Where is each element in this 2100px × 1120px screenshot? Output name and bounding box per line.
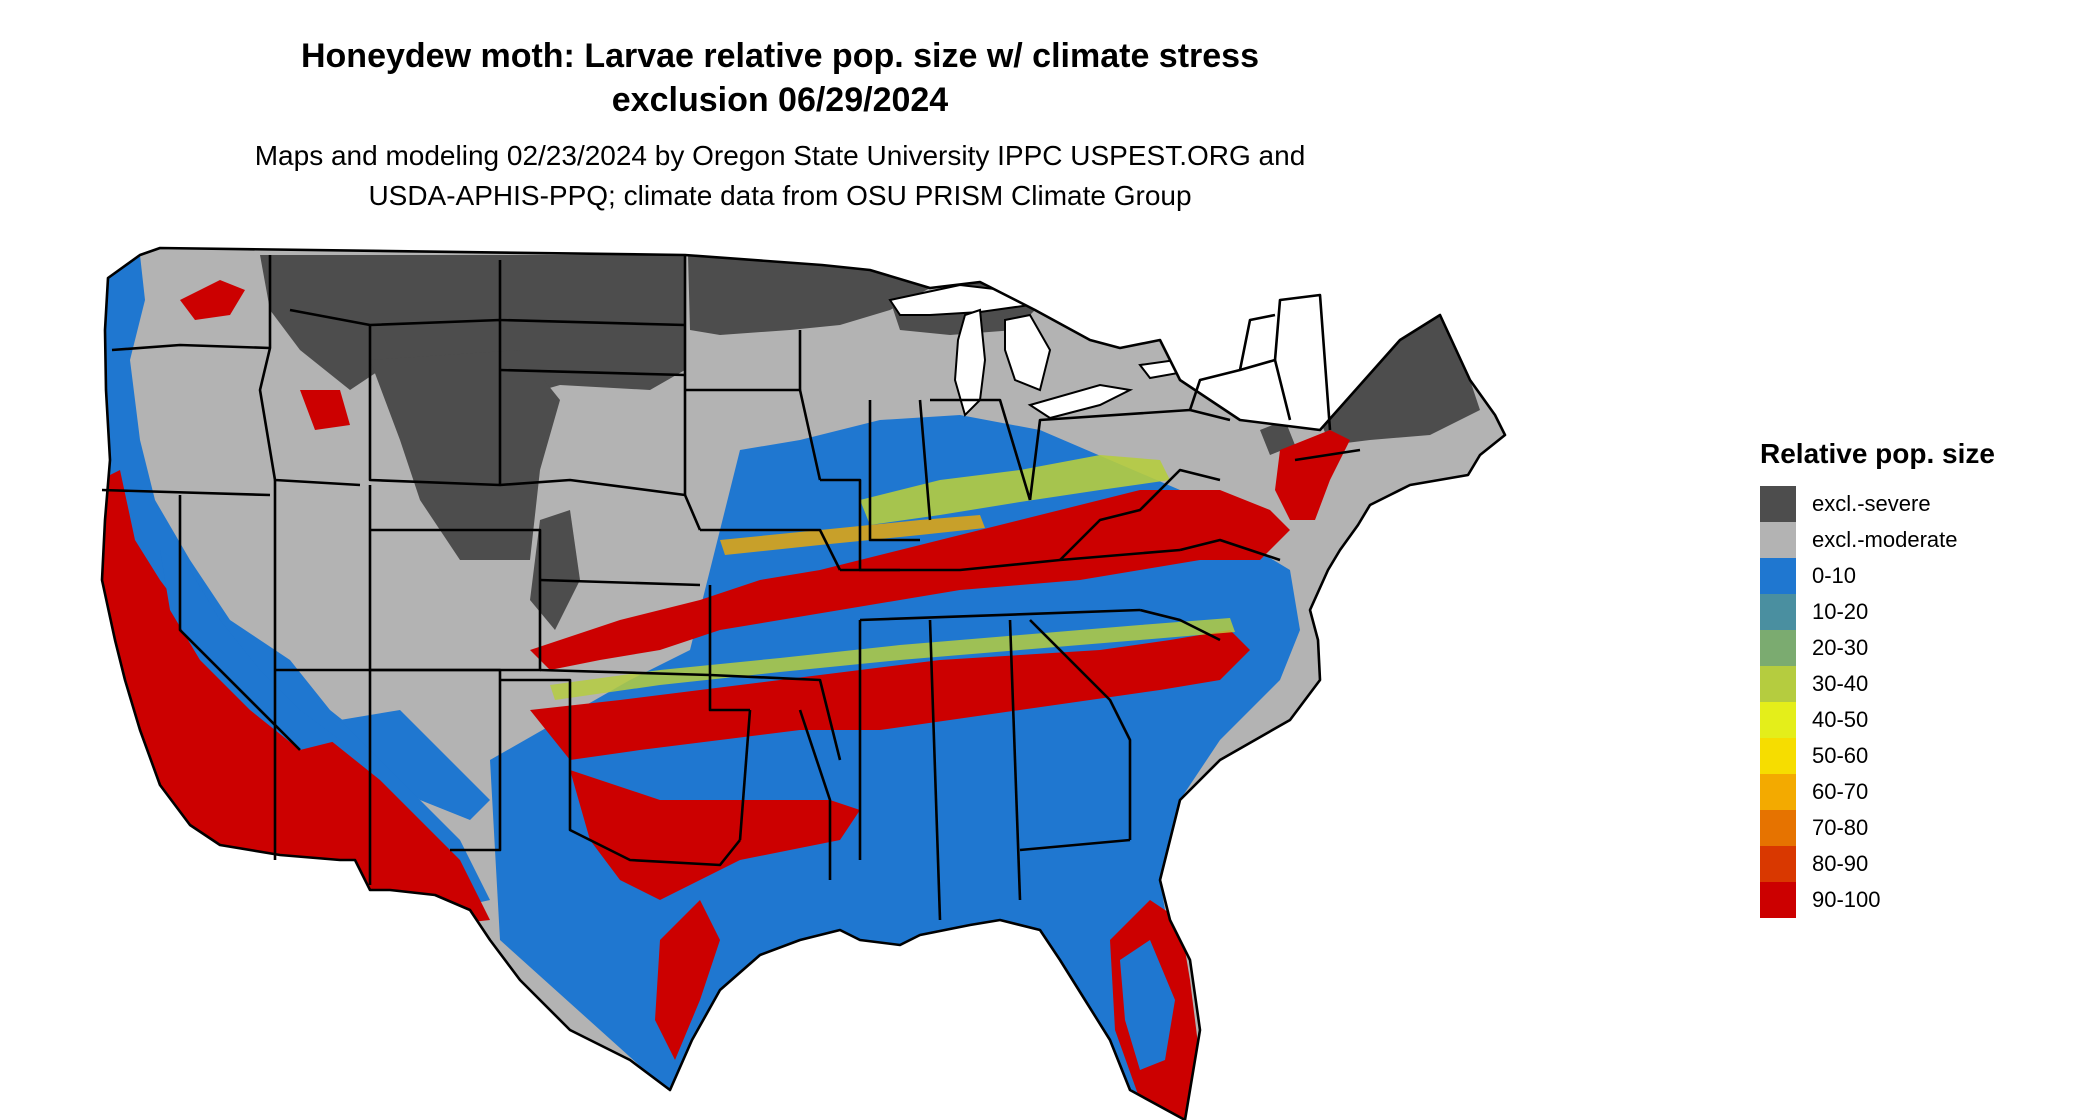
legend-label: 10-20 [1812,599,1869,624]
map-subtitle: Maps and modeling 02/23/2024 by Oregon S… [0,136,1560,216]
legend-swatch [1760,630,1796,666]
legend-swatch [1760,666,1796,702]
florida-blue [1120,940,1175,1070]
upper-orange-band [720,515,985,555]
severe-maine [1320,315,1480,445]
map-subtitle-line1: Maps and modeling 02/23/2024 by Oregon S… [254,140,1306,171]
legend-swatch [1760,558,1796,594]
legend-swatch [1760,738,1796,774]
legend-swatch [1760,522,1796,558]
legend-swatch [1760,810,1796,846]
mid-atlantic-red [1275,430,1350,520]
legend-label: excl.-severe [1812,491,1931,516]
legend-label: 90-100 [1812,887,1881,912]
severe-colorado-rockies [530,510,580,630]
map-title-line1: Honeydew moth: Larvae relative pop. size… [300,37,1259,75]
legend-label: 80-90 [1812,851,1869,876]
legend-items: excl.-severe excl.-moderate 0-10 10-20 20-30… [1760,486,2080,918]
lake-huron [1004,313,1052,392]
legend-item: 50-60 [1760,738,2080,774]
idaho-red-patch [180,280,245,320]
legend: Relative pop. size excl.-severe excl.-mod… [1760,436,2080,918]
legend-label: 20-30 [1812,635,1869,660]
legend-item: 10-20 [1760,594,2080,630]
south-yellow-band [550,618,1235,700]
map-title-line2: exclusion 06/29/2024 [611,81,949,119]
legend-label: excl.-moderate [1812,527,1958,552]
ohio-valley-yellow [860,455,1170,525]
us-map [100,246,1507,1120]
legend-item: 30-40 [1760,666,2080,702]
texas-coast-red [655,900,720,1060]
sierra-blue-band [160,550,340,750]
legend-item: 0-10 [1760,558,2080,594]
arizona-blue-band [340,710,490,820]
legend-label: 70-80 [1812,815,1869,840]
legend-swatch [1760,594,1796,630]
legend-swatch [1760,882,1796,918]
legend-swatch [1760,486,1796,522]
legend-item: 80-90 [1760,846,2080,882]
legend-item: 40-50 [1760,702,2080,738]
legend-label: 30-40 [1812,671,1869,696]
severe-adirondacks [1260,420,1295,455]
lake-michigan [953,308,987,417]
legend-label: 0-10 [1812,563,1857,588]
legend-swatch [1760,702,1796,738]
legend-label: 40-50 [1812,707,1869,732]
legend-item: 70-80 [1760,810,2080,846]
legend-swatch [1760,846,1796,882]
lake-erie [1027,383,1134,420]
south-red-upper-band [530,490,1290,670]
severe-northern-plains [260,255,685,405]
legend-swatch [1760,774,1796,810]
legend-item: 20-30 [1760,630,2080,666]
gulf-red-band [570,770,860,900]
legend-item: excl.-moderate [1760,522,2080,558]
severe-rocky-mountains [370,350,560,560]
south-red-lower-band [530,630,1250,760]
legend-label: 50-60 [1812,743,1869,768]
legend-item: 60-70 [1760,774,2080,810]
legend-title: Relative pop. size [1760,438,1995,469]
legend-label: 60-70 [1812,779,1869,804]
state-borders [100,246,1507,1120]
lake-superior [888,283,1032,316]
legend-item: 90-100 [1760,882,2080,918]
severe-minnesota [688,255,930,335]
map-title: Honeydew moth: Larvae relative pop. size… [0,34,1560,122]
coast-red-band [102,470,490,930]
map-subtitle-line2: USDA-APHIS-PPQ; climate data from OSU PR… [368,180,1192,211]
nevada-red-patch [300,390,350,430]
legend-item: excl.-severe [1760,486,2080,522]
